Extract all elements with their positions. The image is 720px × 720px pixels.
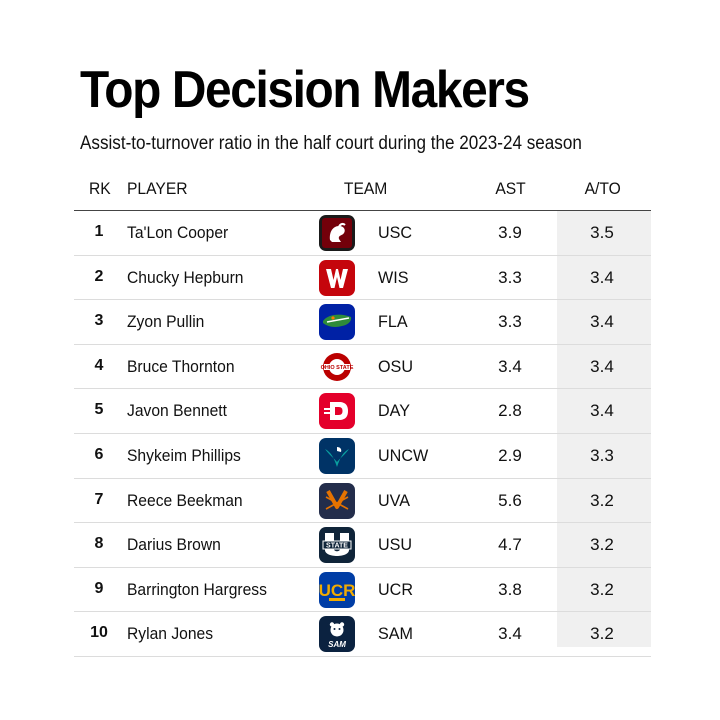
assists-value: 3.4 xyxy=(498,356,522,376)
ato-value: 3.2 xyxy=(590,624,614,644)
ato-value: 3.2 xyxy=(590,579,614,599)
gator-head-icon xyxy=(319,304,355,341)
ato-value: 3.2 xyxy=(590,490,614,510)
team-abbr: SAM xyxy=(378,624,414,644)
table-header: RK PLAYER TEAM AST A/TO xyxy=(74,170,651,211)
team-abbr: FLA xyxy=(378,312,408,332)
player-name: Rylan Jones xyxy=(127,624,214,644)
svg-text:OHIO STATE: OHIO STATE xyxy=(321,365,354,371)
flyer-d-icon xyxy=(319,393,355,430)
chart-title: Top Decision Makers xyxy=(80,61,530,119)
rank-cell: 1 xyxy=(94,223,104,240)
rank-cell: 5 xyxy=(94,401,104,419)
svg-text:SAM: SAM xyxy=(328,640,346,649)
rank-cell: 7 xyxy=(94,490,104,508)
column-header-player: PLAYER xyxy=(127,179,188,198)
ato-value: 3.4 xyxy=(590,401,614,421)
ato-value: 3.4 xyxy=(590,356,614,376)
column-header-assists: AST xyxy=(495,179,526,198)
player-name: Zyon Pullin xyxy=(127,312,205,332)
table-row: 2 Chucky Hepburn WIS 3.3 3.4 xyxy=(74,256,651,301)
player-name: Bruce Thornton xyxy=(127,356,235,376)
ato-value: 3.5 xyxy=(590,223,614,242)
rank-cell: 8 xyxy=(94,535,104,553)
table-row: 3 Zyon Pullin FLA 3.3 3.4 xyxy=(74,300,651,345)
team-abbr: UVA xyxy=(378,490,411,510)
state-u-icon: STATE xyxy=(319,527,355,564)
column-header-ato: A/TO xyxy=(584,179,621,198)
player-name: Shykeim Phillips xyxy=(127,445,241,465)
assists-value: 3.3 xyxy=(498,267,522,287)
table-row: 1 Ta'Lon Cooper USC 3.9 3.5 xyxy=(74,211,651,256)
player-name: Chucky Hepburn xyxy=(127,267,244,287)
table-row: 8 Darius Brown STATE USU 4.7 3.2 xyxy=(74,523,651,568)
ato-column-highlight xyxy=(557,211,651,647)
table-row: 7 Reece Beekman UVA 5.6 3.2 xyxy=(74,479,651,524)
block-o-icon: OHIO STATE xyxy=(319,348,355,385)
column-header-rank: RK xyxy=(88,179,111,198)
team-abbr: DAY xyxy=(378,401,411,421)
assists-value: 5.6 xyxy=(498,490,522,510)
svg-text:UCR: UCR xyxy=(319,581,355,600)
player-name: Ta'Lon Cooper xyxy=(127,223,229,242)
table-body: 1 Ta'Lon Cooper USC 3.9 3.5 2 Chucky Hepburn WI… xyxy=(74,211,651,657)
table-row: 9 Barrington Hargress UCR UCR 3.8 3.2 xyxy=(74,568,651,613)
rank-cell: 4 xyxy=(94,356,104,374)
ato-value: 3.4 xyxy=(590,312,614,332)
table-row: 5 Javon Bennett DAY 2.8 3.4 xyxy=(74,389,651,434)
rank-cell: 6 xyxy=(94,445,104,463)
bearkat-icon: SAM xyxy=(319,616,355,653)
ato-value: 3.3 xyxy=(590,445,614,465)
team-abbr: OSU xyxy=(378,356,414,376)
assists-value: 3.4 xyxy=(498,624,522,644)
rankings-table: RK PLAYER TEAM AST A/TO 1 Ta'Lon Cooper US… xyxy=(74,170,651,657)
assists-value: 4.7 xyxy=(498,535,522,555)
chart-subtitle: Assist-to-turnover ratio in the half cou… xyxy=(80,133,582,154)
assists-value: 3.9 xyxy=(498,223,522,242)
ato-value: 3.2 xyxy=(590,535,614,555)
player-name: Reece Beekman xyxy=(127,490,243,510)
column-header-team: TEAM xyxy=(343,179,388,198)
ato-value: 3.4 xyxy=(590,267,614,287)
seahawk-icon xyxy=(319,437,355,474)
assists-value: 2.9 xyxy=(498,445,522,465)
rank-cell: 3 xyxy=(94,312,104,330)
team-abbr: WIS xyxy=(378,267,409,287)
team-abbr: UCR xyxy=(378,579,414,599)
ucr-monogram-icon: UCR xyxy=(319,571,355,608)
motion-w-icon xyxy=(319,259,355,296)
table-row: 10 Rylan Jones SAM SAM 3.4 3.2 xyxy=(74,612,651,657)
team-abbr: USU xyxy=(378,535,413,555)
crossed-sabres-icon xyxy=(319,482,355,519)
assists-value: 3.8 xyxy=(498,579,522,599)
assists-value: 3.3 xyxy=(498,312,522,332)
rank-cell: 2 xyxy=(94,267,104,285)
table-row: 6 Shykeim Phillips UNCW 2.9 3.3 xyxy=(74,434,651,479)
svg-text:STATE: STATE xyxy=(326,543,348,550)
rank-cell: 10 xyxy=(90,624,108,642)
team-abbr: UNCW xyxy=(378,445,429,465)
player-name: Javon Bennett xyxy=(127,401,228,421)
player-name: Darius Brown xyxy=(127,535,221,555)
player-name: Barrington Hargress xyxy=(127,579,267,599)
rank-cell: 9 xyxy=(94,579,104,597)
gamecock-icon xyxy=(319,215,355,251)
team-abbr: USC xyxy=(378,223,413,242)
table-row: 4 Bruce Thornton OHIO STATE OSU 3.4 3.4 xyxy=(74,345,651,390)
assists-value: 2.8 xyxy=(498,401,522,421)
